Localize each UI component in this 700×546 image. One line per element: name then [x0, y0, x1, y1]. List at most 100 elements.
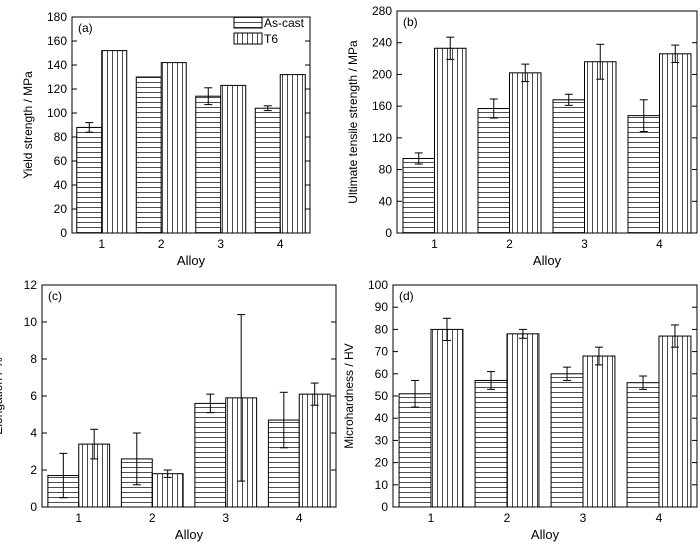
y-tick-label: 80	[54, 130, 68, 144]
x-tick-label: 4	[656, 237, 663, 251]
bar-t6-alloy-1	[101, 50, 128, 234]
y-tick-label: 120	[47, 82, 67, 96]
y-axis-label: Elongation / %	[0, 357, 5, 435]
y-tick-label: 80	[379, 163, 393, 177]
y-tick-label: 0	[385, 226, 392, 240]
bar-as-cast-alloy-1	[76, 126, 103, 234]
bar-as-cast-alloy-3	[195, 95, 222, 234]
y-tick-label: 40	[379, 194, 393, 208]
y-tick-label: 20	[375, 456, 389, 470]
plot-frame	[396, 10, 698, 234]
y-tick-label: 30	[375, 433, 389, 447]
x-axis-label: Alloy	[533, 253, 562, 268]
y-tick-label: 40	[375, 411, 389, 425]
x-tick-label: 4	[296, 511, 303, 525]
x-axis-label: Alloy	[175, 527, 204, 542]
y-axis-label: Yield strength / MPa	[21, 71, 35, 179]
y-tick-label: 160	[47, 34, 67, 48]
y-tick-label: 10	[24, 315, 38, 329]
y-tick-label: 80	[375, 322, 389, 336]
y-tick-label: 40	[54, 178, 68, 192]
panel-label: (b)	[403, 15, 418, 29]
bar-t6-alloy-2	[506, 333, 540, 508]
x-tick-label: 2	[158, 237, 165, 251]
x-tick-label: 1	[75, 511, 82, 525]
x-tick-label: 1	[428, 511, 435, 525]
x-tick-label: 2	[504, 511, 511, 525]
panel-label: (a)	[78, 21, 93, 35]
panel-b-ultimate-tensile-strength: 0 40 80 120 160 200 240 280 1 2 3 4 Alloy Ultimate te…	[346, 4, 698, 268]
y-tick-label: 2	[30, 463, 37, 477]
y-tick-label: 160	[372, 99, 392, 113]
y-tick-label: 180	[47, 10, 67, 24]
panel-d-microhardness: 0 10 20 30 40 50 60 70 80 90 100 1 2 3 4 Alloy Microhard…	[342, 278, 698, 542]
x-tick-label: 4	[277, 237, 284, 251]
y-tick-label: 140	[47, 58, 67, 72]
legend-label-t6: T6	[264, 32, 278, 46]
y-axis-label: Microhardness / HV	[342, 343, 356, 448]
panel-label: (d)	[399, 289, 414, 303]
y-tick-label: 200	[372, 67, 392, 81]
y-tick-label: 20	[54, 202, 68, 216]
bar-as-cast-alloy-2	[135, 76, 162, 234]
bar-as-cast-alloy-1	[402, 157, 435, 234]
panel-a-yield-strength: 0 20 40 60 80 100 120 140 160 180 1 2 3 4 Alloy Yield s…	[21, 10, 311, 268]
x-tick-label: 3	[217, 237, 224, 251]
y-tick-label: 0	[60, 226, 67, 240]
bar-t6-alloy-2	[160, 62, 187, 234]
y-tick-label: 60	[375, 367, 389, 381]
x-tick-label: 2	[149, 511, 156, 525]
y-tick-label: 12	[24, 278, 38, 292]
bar-as-cast-alloy-3	[194, 402, 227, 508]
bar-t6-alloy-4	[659, 53, 692, 234]
bar-as-cast-alloy-4	[626, 382, 660, 508]
bar-t6-alloy-2	[509, 72, 542, 234]
x-tick-label: 1	[431, 237, 438, 251]
bar-t6-alloy-1	[434, 47, 467, 234]
y-tick-label: 280	[372, 4, 392, 18]
panel-label: (c)	[48, 289, 62, 303]
bar-as-cast-alloy-4	[627, 115, 660, 234]
bar-as-cast-alloy-3	[552, 99, 585, 234]
x-tick-label: 2	[506, 237, 513, 251]
bar-as-cast-alloy-2	[474, 379, 508, 508]
bar-as-cast-alloy-2	[477, 108, 510, 234]
legend-swatch-t6	[233, 32, 263, 45]
bar-t6-alloy-3	[584, 61, 617, 234]
y-tick-label: 8	[30, 352, 37, 366]
legend-label-as-cast: As-cast	[264, 16, 305, 30]
plot-frame	[71, 16, 311, 234]
x-tick-label: 3	[581, 237, 588, 251]
y-tick-label: 50	[375, 389, 389, 403]
bar-t6-alloy-4	[298, 393, 331, 508]
x-tick-label: 4	[656, 511, 663, 525]
bar-t6-alloy-3	[582, 355, 616, 508]
x-axis-label: Alloy	[531, 527, 560, 542]
y-tick-label: 0	[381, 500, 388, 514]
y-tick-label: 100	[368, 278, 388, 292]
bar-t6-alloy-2	[151, 473, 184, 508]
y-tick-label: 0	[30, 500, 37, 514]
y-tick-label: 120	[372, 131, 392, 145]
y-tick-label: 6	[30, 389, 37, 403]
y-tick-label: 70	[375, 345, 389, 359]
y-tick-label: 90	[375, 300, 389, 314]
y-tick-label: 60	[54, 154, 68, 168]
bar-as-cast-alloy-3	[550, 373, 584, 508]
y-tick-label: 240	[372, 36, 392, 50]
bar-as-cast-alloy-1	[398, 393, 432, 508]
legend-swatch-as-cast	[233, 16, 263, 29]
x-tick-label: 3	[222, 511, 229, 525]
y-tick-label: 4	[30, 426, 37, 440]
y-tick-label: 10	[375, 478, 389, 492]
bar-t6-alloy-4	[658, 335, 692, 508]
bar-t6-alloy-4	[279, 74, 306, 234]
x-axis-label: Alloy	[177, 253, 206, 268]
y-axis-label: Ultimate tensile strength / MPa	[346, 40, 360, 204]
bar-as-cast-alloy-4	[254, 107, 281, 234]
x-tick-label: 3	[580, 511, 587, 525]
bar-t6-alloy-3	[220, 84, 247, 234]
x-tick-label: 1	[98, 237, 105, 251]
